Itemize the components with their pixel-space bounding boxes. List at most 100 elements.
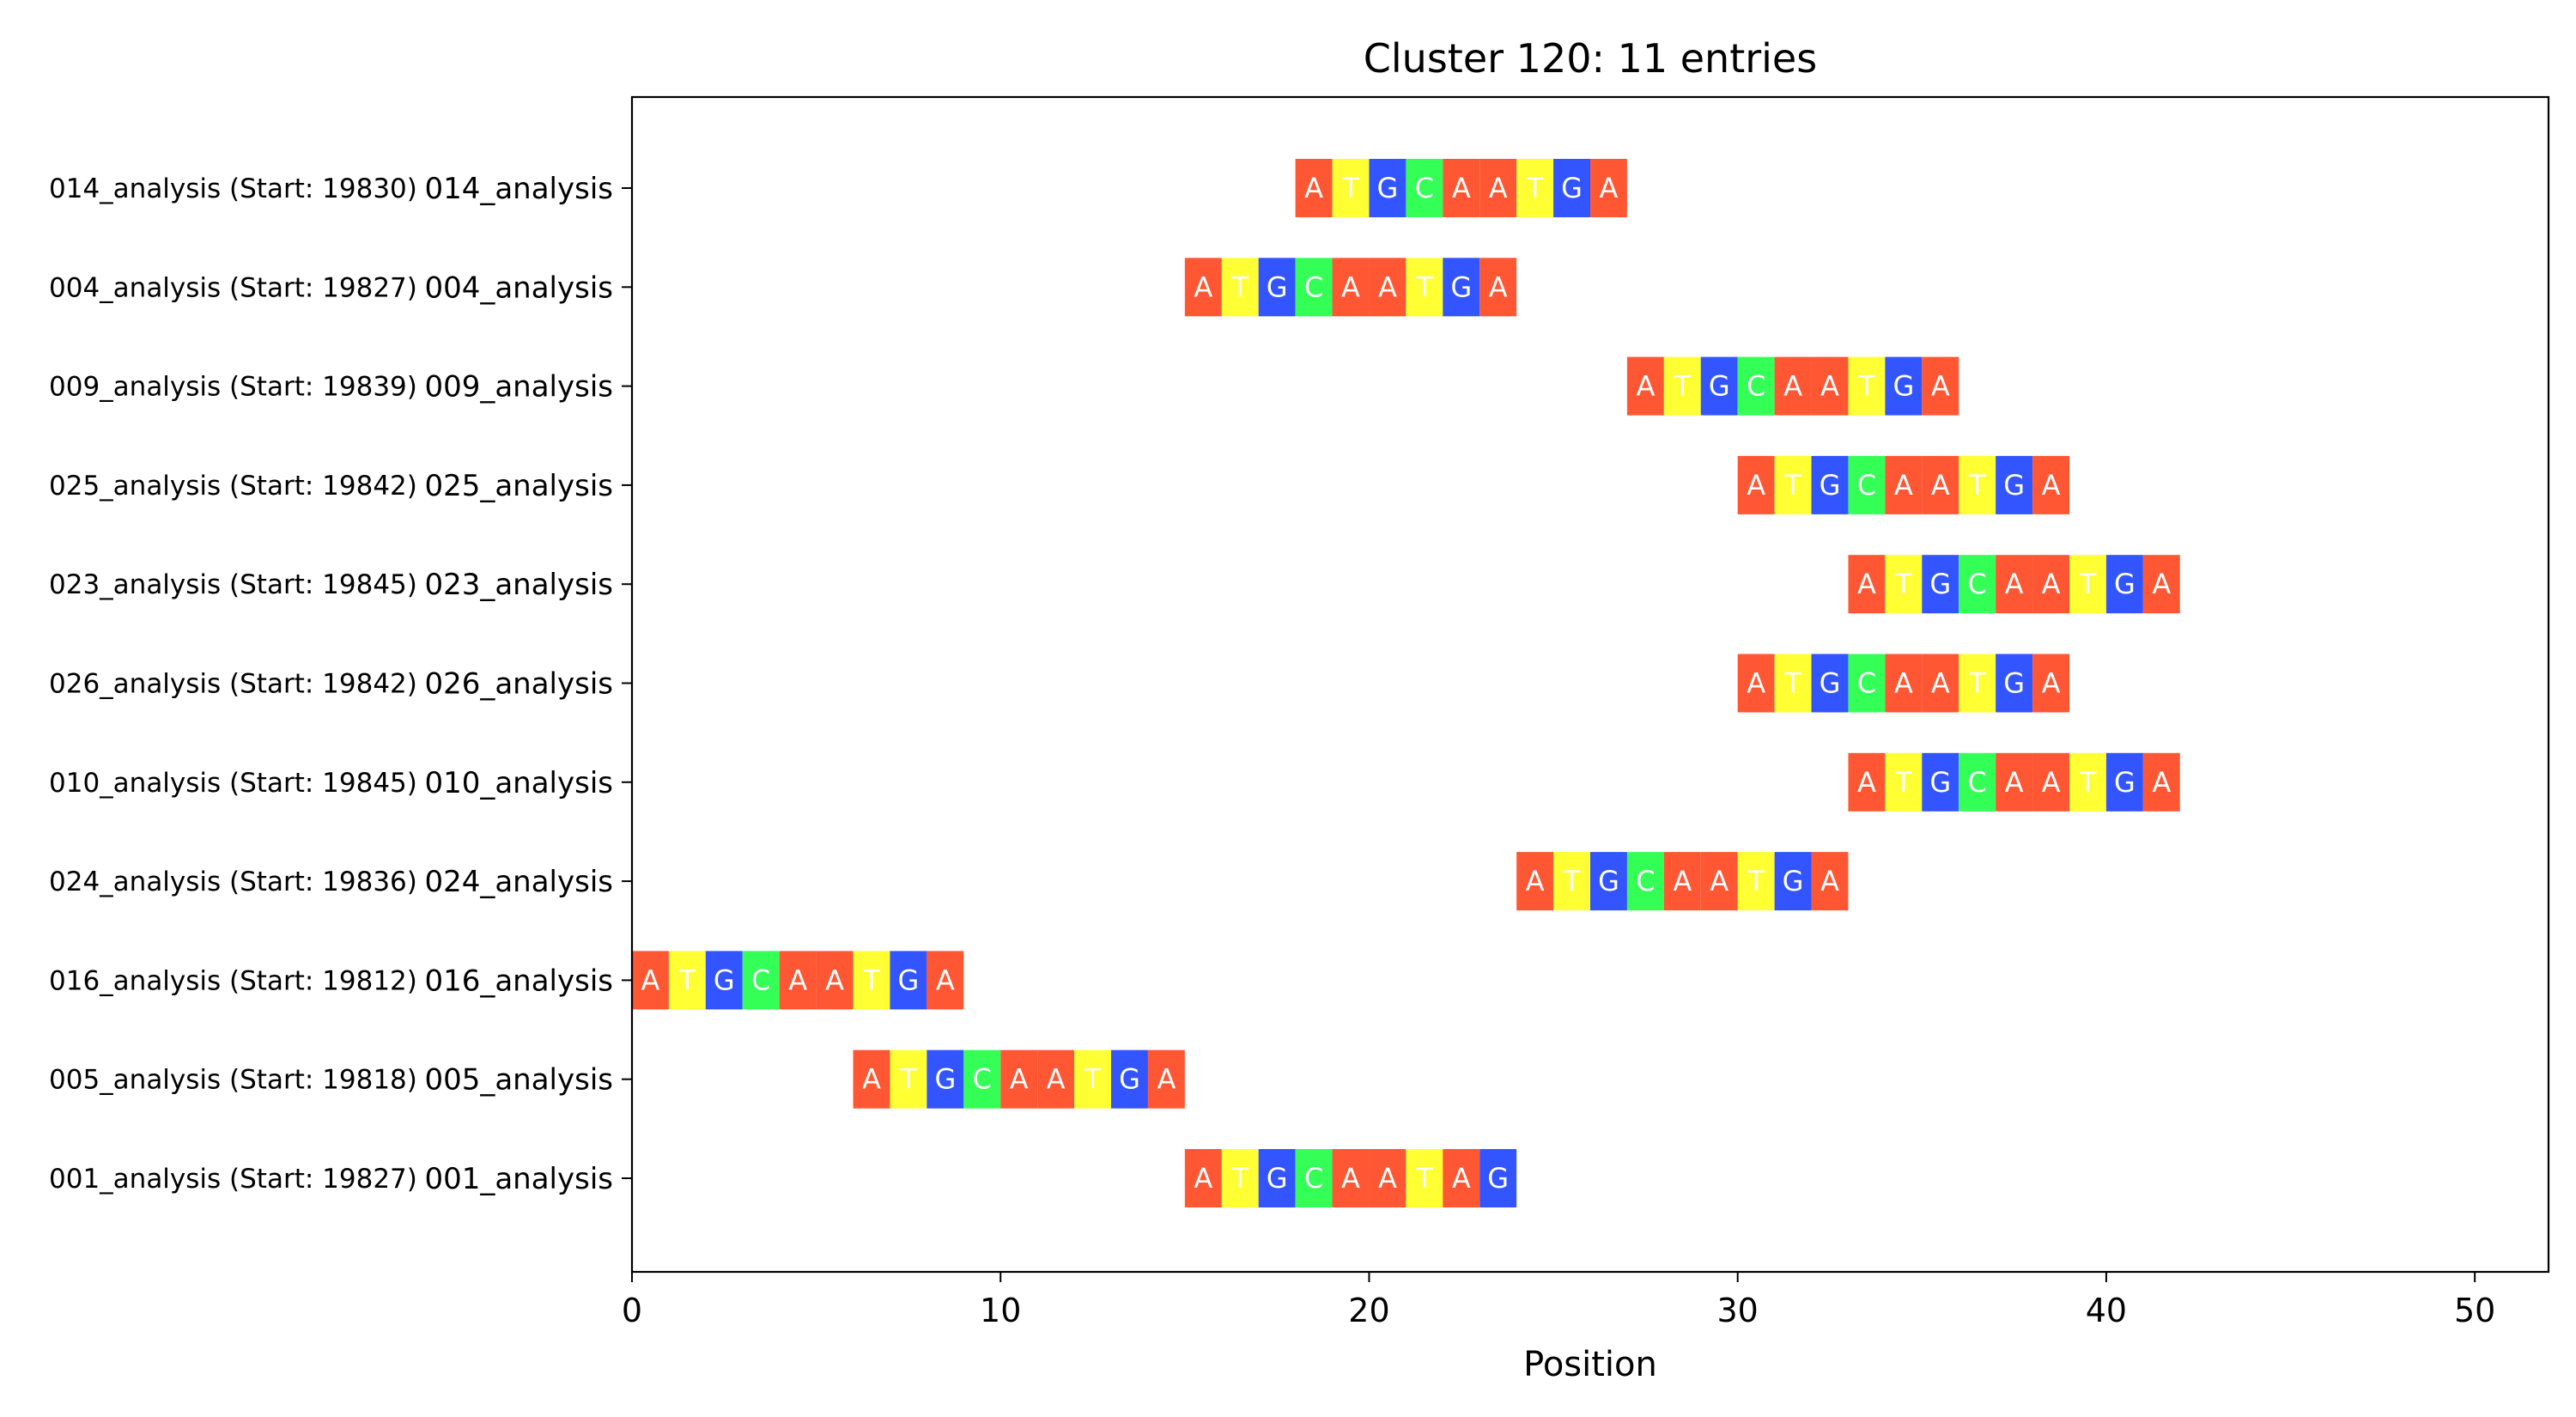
- base-letter-A: A: [1636, 370, 1655, 403]
- base-letter-G: G: [1893, 370, 1914, 403]
- base-letter-G: G: [1820, 469, 1841, 502]
- y-tick-label: 014_analysis: [424, 172, 613, 206]
- base-letter-T: T: [1747, 865, 1765, 897]
- base-cell-G: [1553, 159, 1590, 217]
- base-cell-T: [853, 951, 890, 1010]
- base-cell-G: [1885, 356, 1923, 416]
- base-letter-G: G: [1561, 172, 1583, 204]
- y-tick-label: 016_analysis: [424, 964, 613, 998]
- base-cell-C: [1737, 356, 1775, 416]
- base-cell-A: [1516, 852, 1554, 911]
- base-cell-T: [1406, 258, 1443, 317]
- base-letter-G: G: [1709, 370, 1730, 403]
- base-letter-A: A: [936, 964, 955, 996]
- y-tick-label: 023_analysis: [424, 568, 613, 602]
- base-cell-A: [1811, 852, 1849, 911]
- base-cell-T: [890, 1049, 927, 1109]
- y-tick-label: 025_analysis: [424, 469, 613, 503]
- base-cell-T: [1885, 752, 1923, 812]
- base-cell-T: [1848, 356, 1886, 416]
- base-cell-A: [1590, 159, 1627, 217]
- base-cell-G: [2105, 752, 2143, 812]
- base-cell-A: [853, 1049, 890, 1109]
- y-tick-label: 001_analysis: [424, 1162, 613, 1196]
- base-cell-A: [816, 951, 854, 1010]
- base-cell-T: [2069, 555, 2106, 614]
- base-cell-C: [742, 951, 780, 1010]
- base-letter-A: A: [1452, 1162, 1471, 1195]
- base-letter-G: G: [1598, 865, 1619, 897]
- base-cell-T: [1406, 1149, 1443, 1207]
- row-start-label: 005_analysis (Start: 19818): [49, 1065, 417, 1096]
- base-cell-A: [1147, 1049, 1185, 1109]
- base-cell-T: [2069, 752, 2106, 812]
- base-cell-A: [1774, 356, 1812, 416]
- base-cell-C: [1295, 258, 1333, 317]
- base-letter-T: T: [1894, 568, 1912, 600]
- base-cell-T: [1885, 555, 1923, 614]
- base-letter-A: A: [1600, 172, 1619, 204]
- base-letter-T: T: [1783, 469, 1801, 502]
- base-letter-G: G: [1267, 271, 1288, 303]
- base-cell-G: [1996, 455, 2033, 514]
- base-letter-A: A: [1931, 469, 1950, 502]
- base-cell-A: [2032, 752, 2069, 812]
- x-tick-label: 50: [2454, 1292, 2495, 1329]
- base-letter-G: G: [1929, 568, 1951, 600]
- base-letter-T: T: [1230, 271, 1249, 303]
- base-cell-A: [2142, 555, 2180, 614]
- base-cell-G: [1811, 654, 1849, 713]
- base-cell-A: [1663, 852, 1701, 911]
- base-cell-A: [1479, 159, 1517, 217]
- base-cell-A: [2142, 752, 2180, 812]
- base-cell-C: [1959, 555, 1996, 614]
- y-tick-label: 024_analysis: [424, 865, 613, 899]
- base-letter-G: G: [1267, 1162, 1288, 1195]
- base-letter-A: A: [1304, 172, 1323, 204]
- x-tick-label: 10: [980, 1292, 1021, 1329]
- base-letter-G: G: [1487, 1162, 1509, 1195]
- base-letter-C: C: [1415, 172, 1434, 204]
- base-cell-A: [2032, 555, 2069, 614]
- base-cell-A: [1295, 159, 1333, 217]
- base-cell-A: [1922, 356, 1959, 416]
- base-cell-A: [1369, 1149, 1406, 1207]
- base-cell-C: [1406, 159, 1443, 217]
- base-letter-T: T: [1894, 766, 1912, 799]
- base-cell-T: [1959, 654, 1996, 713]
- base-letter-T: T: [1084, 1063, 1102, 1096]
- base-cell-A: [1184, 1149, 1222, 1207]
- base-letter-T: T: [678, 964, 696, 996]
- base-letter-G: G: [1929, 766, 1951, 799]
- base-cell-C: [1848, 654, 1886, 713]
- x-tick-label: 40: [2086, 1292, 2127, 1329]
- base-letter-T: T: [862, 964, 880, 996]
- base-letter-G: G: [1783, 865, 1804, 897]
- base-letter-C: C: [1304, 1162, 1323, 1195]
- base-letter-C: C: [1304, 271, 1323, 303]
- y-tick-label: 004_analysis: [424, 271, 613, 305]
- row-start-label: 016_analysis (Start: 19812): [49, 965, 417, 996]
- base-cell-T: [1774, 455, 1812, 514]
- base-letter-A: A: [1857, 766, 1876, 799]
- base-cell-G: [1700, 356, 1738, 416]
- base-cell-C: [1848, 455, 1886, 514]
- base-letter-A: A: [2152, 568, 2171, 600]
- base-cell-A: [1443, 159, 1480, 217]
- base-letter-A: A: [1931, 667, 1950, 700]
- row-start-label: 010_analysis (Start: 19845): [49, 768, 417, 799]
- base-cell-A: [1037, 1049, 1075, 1109]
- base-letter-A: A: [1820, 370, 1839, 403]
- base-letter-A: A: [1157, 1063, 1176, 1096]
- base-letter-T: T: [1674, 370, 1692, 403]
- base-cell-A: [1332, 258, 1370, 317]
- base-letter-T: T: [1526, 172, 1544, 204]
- base-cell-T: [668, 951, 706, 1010]
- base-cell-G: [1479, 1149, 1517, 1207]
- base-letter-A: A: [1452, 172, 1471, 204]
